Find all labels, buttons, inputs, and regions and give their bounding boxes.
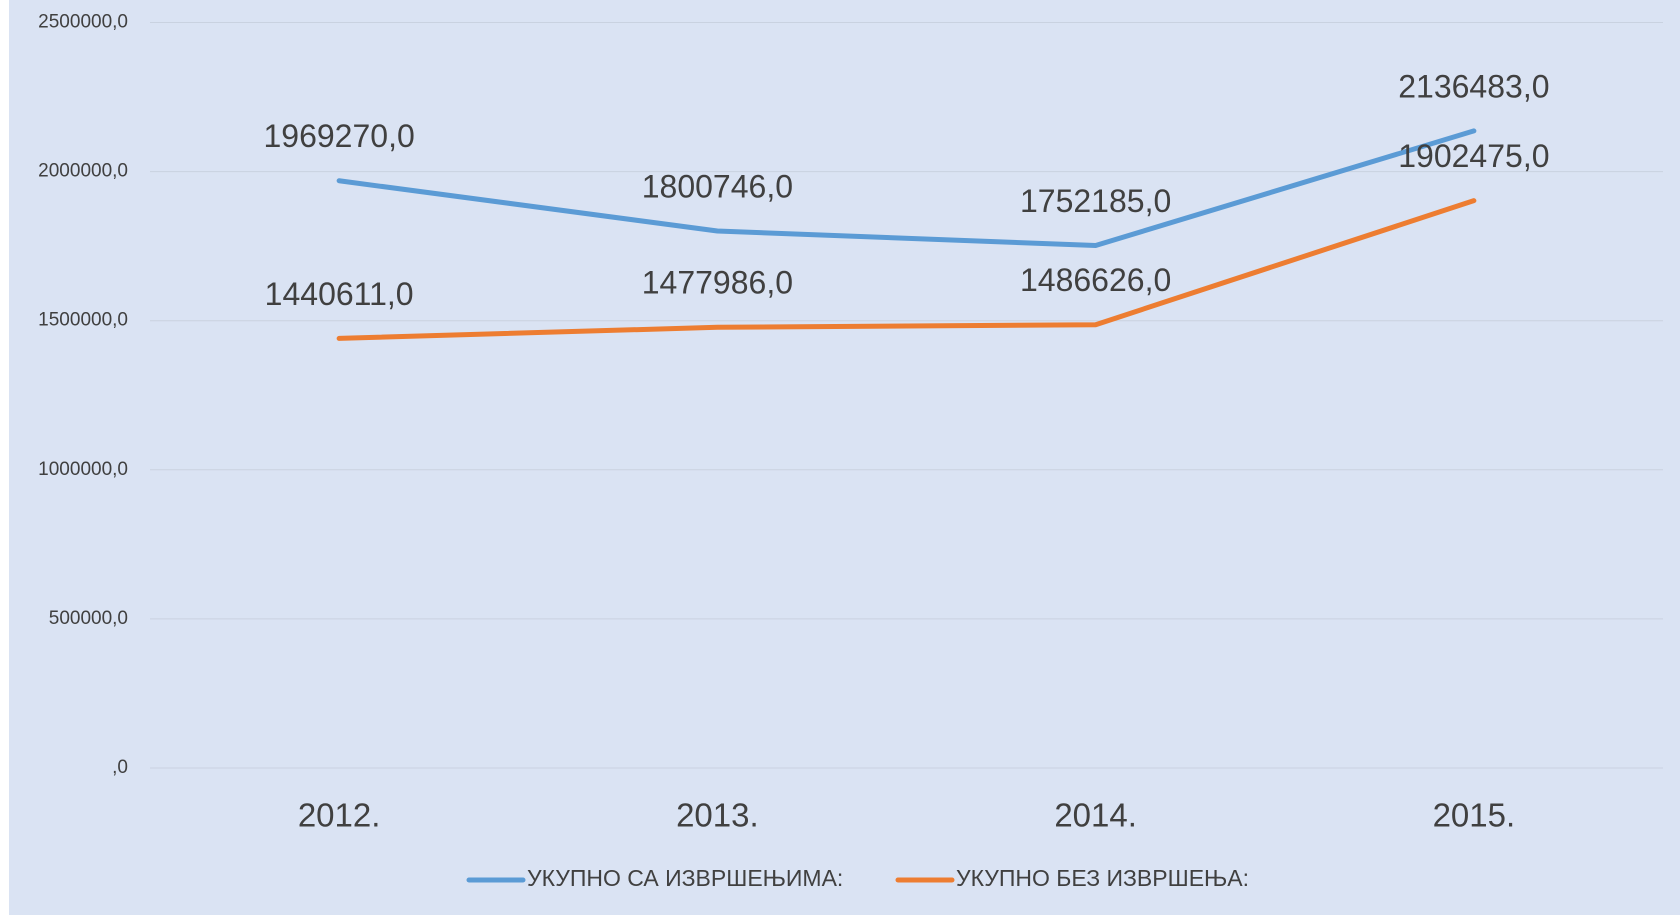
y-tick-label: 2000000,0 <box>38 161 128 182</box>
series-line <box>336 198 1477 341</box>
legend-label: УКУПНО СА ИЗВРШЕЊИМА: <box>527 865 843 891</box>
x-tick-label: 2014. <box>1054 797 1137 834</box>
y-tick-label: ,0 <box>112 757 128 778</box>
x-tick-label: 2015. <box>1433 797 1516 834</box>
series-line <box>336 128 1477 248</box>
x-tick-label: 2012. <box>298 797 381 834</box>
y-tick-label: 500000,0 <box>49 608 128 629</box>
legend-label: УКУПНО БЕЗ ИЗВРШЕЊА: <box>956 865 1249 891</box>
y-tick-label: 2500000,0 <box>38 12 128 33</box>
data-label: 1752185,0 <box>1020 183 1171 219</box>
y-tick-label: 1500000,0 <box>38 310 128 331</box>
data-label: 1486626,0 <box>1020 262 1171 298</box>
data-label: 1477986,0 <box>642 265 793 301</box>
data-label: 1969270,0 <box>263 118 414 154</box>
data-label: 1440611,0 <box>265 276 414 312</box>
data-label: 2136483,0 <box>1398 68 1549 104</box>
y-tick-label: 1000000,0 <box>38 459 128 480</box>
data-label: 1902475,0 <box>1398 138 1549 174</box>
x-tick-label: 2013. <box>676 797 759 834</box>
data-label: 1800746,0 <box>642 168 793 204</box>
